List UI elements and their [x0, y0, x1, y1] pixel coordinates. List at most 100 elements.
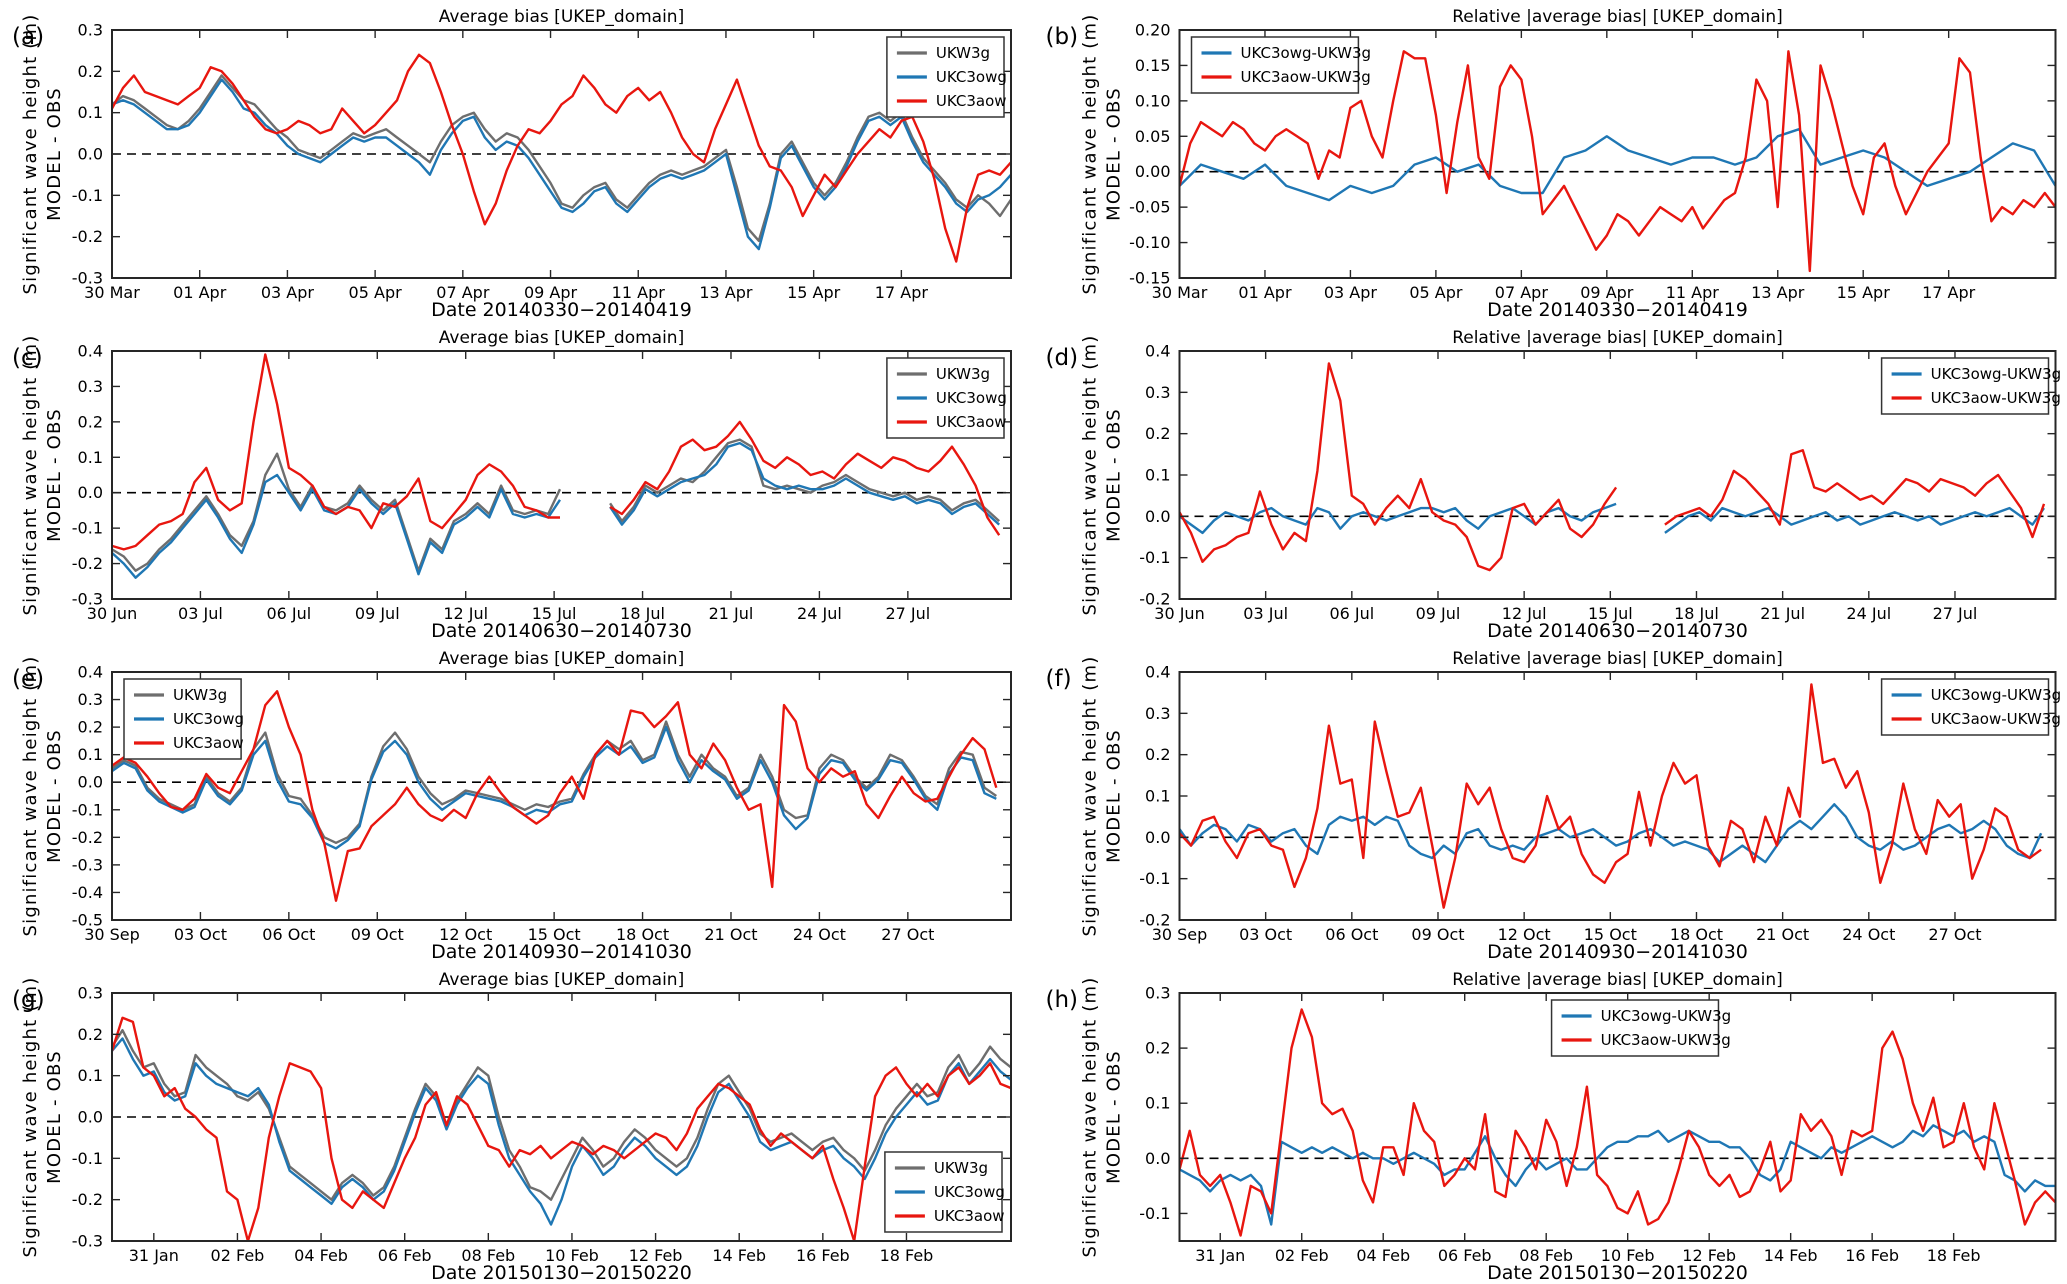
x-tick-label: 09 Oct	[1411, 925, 1464, 944]
y-tick-label: 0.3	[1145, 704, 1170, 723]
y-tick-label: 0.1	[78, 448, 103, 467]
chart-title: Average bias [UKEP_domain]	[439, 649, 684, 669]
x-tick-label: 15 Apr	[1837, 283, 1891, 302]
x-tick-label: 07 Apr	[1495, 283, 1549, 302]
x-tick-label: 18 Feb	[880, 1246, 934, 1265]
y-tick-label: 0.0	[78, 483, 103, 502]
y-axis-label-line2: MODEL - OBS	[44, 87, 65, 221]
legend-label: UKC3owg-UKW3g	[1241, 44, 1372, 62]
legend-label: UKC3aow-UKW3g	[1931, 389, 2061, 407]
y-tick-label: 0.1	[1145, 1094, 1170, 1113]
x-tick-label: 27 Oct	[881, 925, 934, 944]
x-axis-label: Date 20140330−20140419	[431, 299, 692, 321]
series-UKW3g	[112, 74, 1011, 242]
legend-box	[1190, 36, 1360, 94]
x-tick-label: 06 Feb	[378, 1246, 432, 1265]
legend: UKC3owg-UKW3g UKC3aow-UKW3g	[1880, 678, 2061, 736]
y-tick-label: -0.2	[72, 227, 103, 246]
x-tick-label: 15 Apr	[787, 283, 841, 302]
axes-frame	[111, 29, 1012, 279]
series-UKC3aow	[112, 690, 998, 902]
axes-frame	[111, 671, 1012, 921]
panel-d: 30 Jun 03 Jul 06 Jul 09 Jul 12 Jul 15 Jul 18 J…	[1033, 321, 2067, 642]
y-tick-label: -0.5	[72, 911, 103, 930]
x-axis-label: Date 20140930−20141030	[431, 941, 692, 963]
x-tick-label: 30 Mar	[84, 283, 140, 302]
y-tick-label: 0.3	[1145, 383, 1170, 402]
x-tick-label: 06 Oct	[262, 925, 315, 944]
legend-label: UKC3aow	[173, 734, 244, 752]
chart-title: Relative |average bias| [UKEP_domain]	[1452, 970, 1783, 990]
legend-box	[1880, 357, 2050, 415]
y-tick-label: -0.3	[72, 269, 103, 288]
x-tick-label: 24 Oct	[1842, 925, 1895, 944]
x-tick-label: 30 Jun	[1154, 604, 1204, 623]
x-tick-label: 10 Feb	[545, 1246, 599, 1265]
y-tick-label: 0.4	[78, 342, 103, 361]
x-tick-label: 14 Feb	[1764, 1246, 1818, 1265]
legend-label: UKC3owg	[173, 710, 244, 728]
y-tick-label: 0.3	[78, 984, 103, 1003]
panel-letter: (a)	[12, 24, 44, 50]
x-tick-label: 12 Jul	[443, 604, 488, 623]
axes-frame	[111, 992, 1012, 1242]
series-UKC3owg	[112, 1037, 1011, 1226]
series-group	[112, 690, 998, 902]
x-tick-label: 27 Jul	[1933, 604, 1978, 623]
y-tick-label: -0.3	[72, 1232, 103, 1251]
y-tick-label: 0.15	[1135, 56, 1171, 75]
series-group	[112, 353, 1001, 579]
legend: UKC3owg-UKW3g UKC3aow-UKW3g	[1880, 357, 2062, 415]
panel-letter: (h)	[1046, 987, 1079, 1013]
y-tick-label: 0.00	[1135, 162, 1171, 181]
panel-a: 30 Mar 01 Apr 03 Apr 05 Apr 07 Apr 09 Apr 11 A…	[0, 0, 1033, 321]
y-tick-label: 0.10	[1135, 91, 1171, 110]
panel-letter: (d)	[1046, 345, 1079, 371]
legend-label: UKC3owg-UKW3g	[1931, 365, 2062, 383]
x-tick-label: 15 Oct	[1584, 925, 1637, 944]
y-tick-label: 0.20	[1135, 21, 1171, 40]
panel-letter: (g)	[12, 987, 45, 1013]
y-axis-label-line2: MODEL - OBS	[44, 408, 65, 542]
x-tick-label: 07 Apr	[436, 283, 490, 302]
series-group	[112, 53, 1011, 263]
x-tick-label: 04 Feb	[294, 1246, 348, 1265]
series-group	[1179, 362, 2046, 572]
legend-label: UKW3g	[936, 44, 990, 62]
x-tick-label: 13 Apr	[699, 283, 753, 302]
y-tick-label: 0.1	[1145, 466, 1170, 485]
x-tick-label: 10 Feb	[1601, 1246, 1655, 1265]
x-axis-label: Date 20140630−20140730	[1487, 620, 1748, 642]
legend: UKC3owg-UKW3g UKC3aow-UKW3g	[1550, 999, 1731, 1057]
y-tick-label: 0.3	[78, 377, 103, 396]
x-tick-label: 11 Apr	[612, 283, 666, 302]
y-axis-label-line2: MODEL - OBS	[1104, 729, 1125, 863]
x-tick-label: 16 Feb	[796, 1246, 850, 1265]
legend-label: UKC3aow-UKW3g	[1601, 1031, 1731, 1049]
x-tick-label: 13 Apr	[1751, 283, 1805, 302]
series-UKC3owg-UKW3g	[1179, 1124, 2056, 1226]
x-tick-label: 01 Apr	[173, 283, 227, 302]
y-tick-label: 0.05	[1135, 127, 1171, 146]
x-tick-label: 06 Jul	[266, 604, 311, 623]
y-axis-label-line1: Significant wave height (m)	[1080, 335, 1101, 616]
legend-label: UKW3g	[934, 1159, 988, 1177]
legend-box	[1550, 999, 1720, 1057]
y-axis-label-line1: Significant wave height (m)	[1080, 656, 1101, 937]
y-tick-label: 0.2	[78, 1025, 103, 1044]
legend: UKC3owg-UKW3g UKC3aow-UKW3g	[1190, 36, 1372, 94]
x-tick-label: 21 Oct	[704, 925, 757, 944]
x-tick-label: 16 Feb	[1845, 1246, 1899, 1265]
x-tick-label: 24 Jul	[797, 604, 842, 623]
y-tick-label: -0.1	[72, 186, 103, 205]
series-group	[112, 1016, 1011, 1241]
x-tick-label: 03 Jul	[1243, 604, 1288, 623]
y-tick-label: -0.1	[72, 519, 103, 538]
y-tick-label: -0.2	[72, 1190, 103, 1209]
legend: UKW3g UKC3owg UKC3aow	[886, 36, 1007, 118]
x-tick-label: 09 Jul	[1416, 604, 1461, 623]
y-tick-label: 0.4	[1145, 663, 1170, 682]
series-UKC3owg	[112, 725, 997, 850]
x-axis-label: Date 20140630−20140730	[431, 620, 692, 642]
panel-e: 30 Sep 03 Oct 06 Oct 09 Oct 12 Oct 15 Oct 18 O…	[0, 642, 1033, 963]
